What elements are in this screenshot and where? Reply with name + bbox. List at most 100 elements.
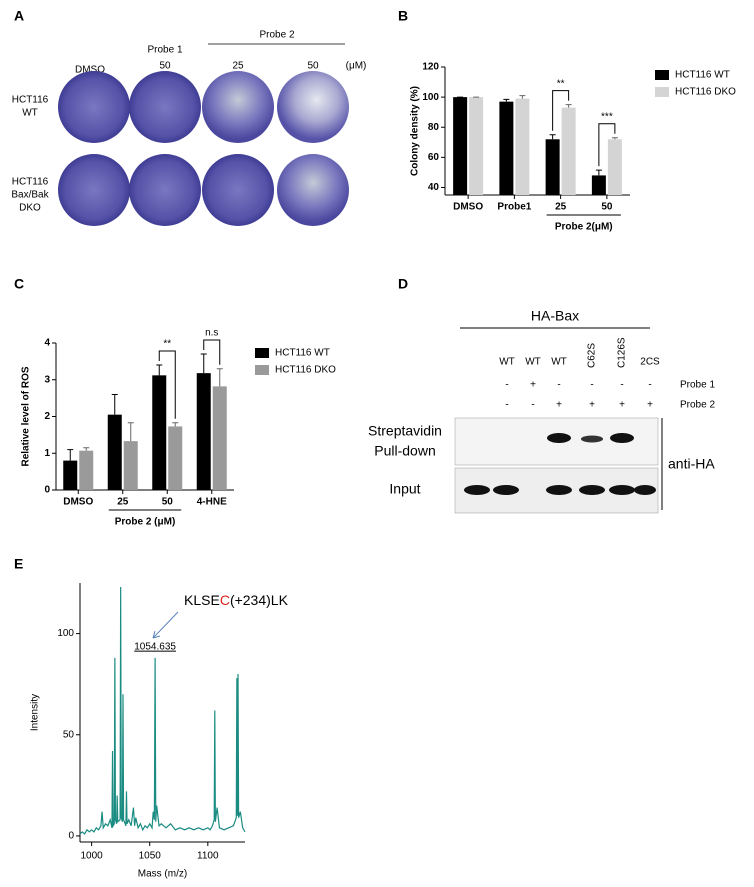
error-bar [127, 422, 134, 442]
lane-label: 2CS [640, 357, 660, 368]
x-tick-label: 25 [555, 202, 567, 213]
treatment-mark: + [589, 400, 595, 411]
y-tick-label: 80 [428, 122, 440, 133]
error-bar [200, 353, 207, 374]
plate [277, 154, 349, 226]
band [493, 485, 519, 495]
blot-label: Streptavidin [368, 423, 442, 439]
construct: HA-Bax [531, 308, 579, 324]
row-label: HCT116 [12, 95, 49, 106]
treatment-mark: - [557, 380, 560, 391]
y-tick-label: 40 [428, 182, 440, 193]
legend-label: HCT116 WT [275, 348, 330, 359]
plate [129, 154, 201, 226]
x-tick-label: DMSO [453, 202, 483, 213]
x-axis-label: Mass (m/z) [138, 869, 187, 880]
x-tick-label: 1050 [139, 851, 162, 862]
unit: (μM) [346, 61, 367, 72]
y-tick-label: 2 [44, 411, 50, 422]
y-tick-label: 4 [44, 338, 50, 349]
error-bar [611, 137, 618, 140]
blot-label: Input [389, 481, 420, 497]
y-axis-label: Relative level of ROS [21, 366, 32, 466]
x-tick-label: 25 [117, 497, 129, 508]
x-tick-label: 4-HNE [197, 497, 227, 508]
column-header: Probe 2 [259, 30, 294, 41]
arrow [152, 611, 179, 639]
bar [545, 139, 560, 195]
significance-bracket [552, 90, 570, 131]
x-tick-label: 1000 [80, 851, 103, 862]
error-bar [565, 104, 572, 108]
error-bar [83, 447, 90, 451]
legend-label: HCT116 WT [675, 70, 730, 81]
x-tick-label: 50 [601, 202, 613, 213]
treatment-mark: - [505, 380, 508, 391]
significance-label: n.s [205, 328, 218, 339]
band [634, 485, 656, 495]
band [610, 433, 634, 443]
plate [58, 71, 130, 143]
bar [607, 139, 622, 195]
bar [561, 107, 576, 195]
row-label: DKO [19, 203, 41, 214]
plate [58, 154, 130, 226]
x-tick-label: DMSO [63, 497, 93, 508]
treatment-mark: - [590, 380, 593, 391]
x-tick-label: 50 [162, 497, 174, 508]
bar [212, 386, 227, 490]
plate [277, 71, 349, 143]
bar [469, 97, 484, 195]
bar [499, 101, 514, 195]
bar [591, 175, 606, 195]
panel-label: A [14, 8, 24, 24]
row-label: WT [22, 108, 38, 119]
plate [202, 71, 274, 143]
column-header: DMSO [75, 65, 105, 76]
dose: 25 [232, 61, 244, 72]
peptide-part: C [220, 592, 230, 608]
error-bar [216, 368, 223, 387]
y-tick-label: 0 [68, 831, 74, 842]
x-tick-label: Probe1 [497, 202, 531, 213]
arrow-head [152, 630, 161, 639]
dose: 50 [159, 61, 171, 72]
y-tick-label: 120 [422, 62, 439, 73]
bar [196, 373, 211, 490]
treatment-mark: - [505, 400, 508, 411]
legend-swatch [255, 348, 269, 358]
band [609, 485, 635, 495]
legend-label: HCT116 DKO [275, 365, 336, 376]
legend-swatch [255, 365, 269, 375]
row-label: Bax/Bak [11, 190, 49, 201]
significance-label: ** [557, 78, 565, 89]
y-tick-label: 50 [63, 729, 75, 740]
error-bar [519, 95, 526, 99]
error-bar [549, 134, 556, 140]
band [464, 485, 490, 495]
peptide-part: (+234)LK [230, 592, 289, 608]
treatment-mark: + [647, 400, 653, 411]
treatment-label: Probe 2 [680, 400, 715, 411]
legend-swatch [655, 87, 669, 97]
treatment-mark: + [619, 400, 625, 411]
treatment-label: Probe 1 [680, 380, 715, 391]
treatment-mark: + [556, 400, 562, 411]
significance-label: ** [163, 339, 171, 350]
bar [107, 414, 122, 490]
panel-label: E [14, 556, 23, 572]
significance-label: *** [601, 111, 613, 122]
treatment-mark: - [648, 380, 651, 391]
peptide: KLSEC(+234)LK [184, 592, 289, 608]
band [579, 485, 605, 495]
band [581, 435, 603, 443]
y-axis-label: Colony density (%) [410, 86, 421, 176]
y-tick-label: 0 [44, 485, 50, 496]
y-tick-label: 100 [422, 92, 439, 103]
lane-label: WT [551, 357, 567, 368]
bar [79, 450, 94, 490]
bar [168, 426, 183, 490]
band [546, 485, 572, 495]
plate [129, 71, 201, 143]
